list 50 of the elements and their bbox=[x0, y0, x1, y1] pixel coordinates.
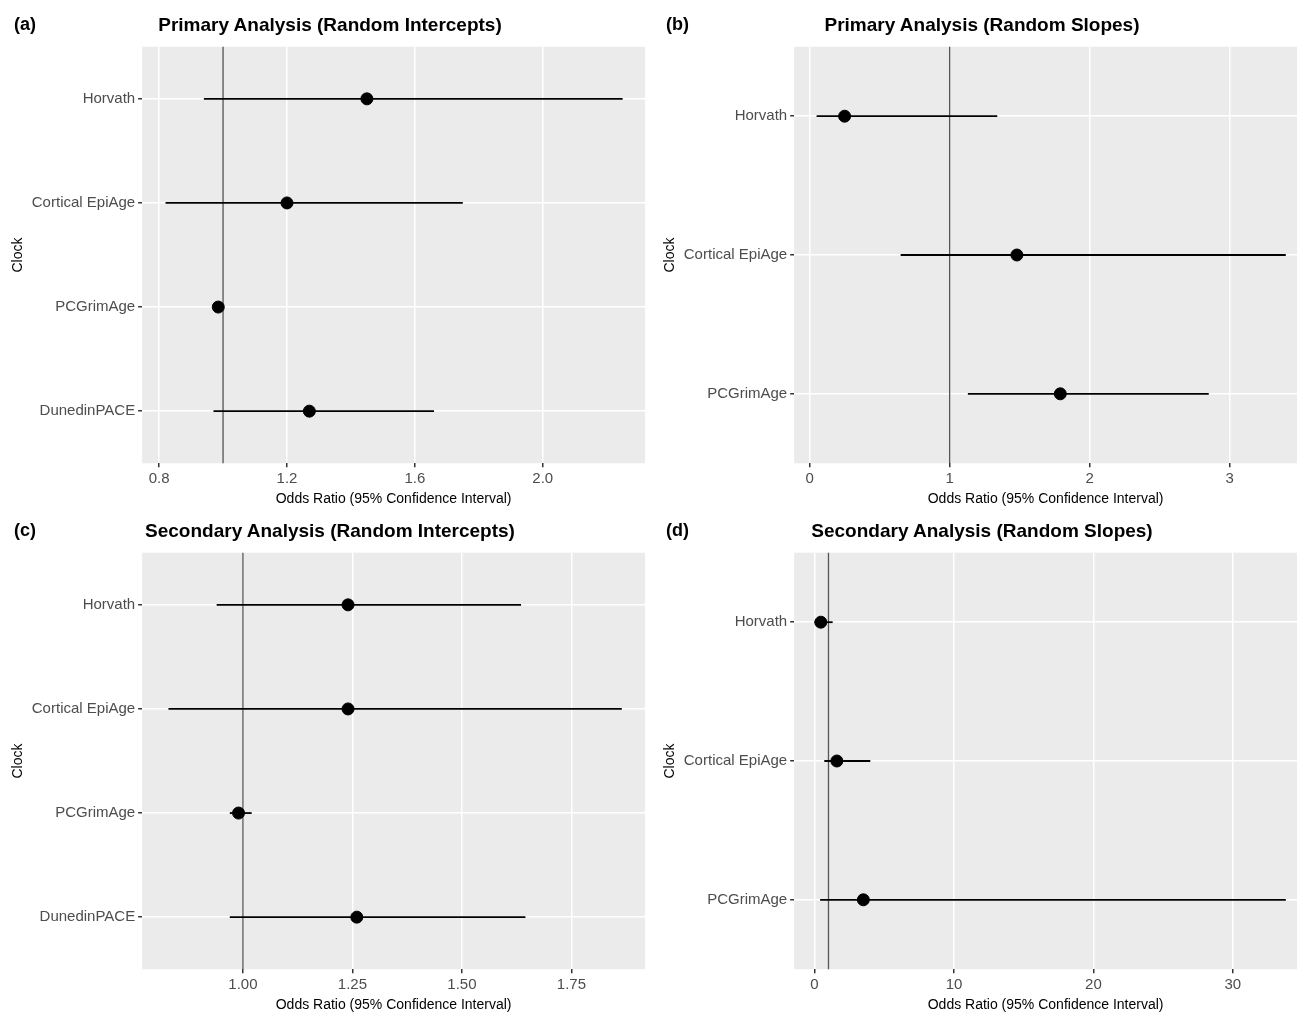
chart-title: Primary Analysis (Random Intercepts) bbox=[158, 13, 502, 35]
chart-title: Secondary Analysis (Random Slopes) bbox=[811, 519, 1153, 541]
x-tick-label: 1 bbox=[945, 469, 954, 487]
y-tick-label: Cortical EpiAge bbox=[31, 699, 136, 717]
text: (a) bbox=[14, 14, 36, 35]
point bbox=[360, 92, 374, 106]
x-tick-label: 0.8 bbox=[148, 469, 170, 487]
chart-title: Primary Analysis (Random Slopes) bbox=[824, 13, 1140, 35]
y-tick-label: DunedinPACE bbox=[39, 907, 136, 925]
text: (c) bbox=[14, 520, 36, 541]
y-tick-label: Horvath bbox=[82, 88, 136, 106]
y-tick-label: DunedinPACE bbox=[39, 401, 136, 419]
y-tick-label: PCGrimAge bbox=[55, 297, 136, 315]
x-tick-label: 2 bbox=[1085, 469, 1094, 487]
y-axis-title: Clock bbox=[9, 742, 26, 779]
x-tick-label: 1.25 bbox=[337, 975, 368, 993]
point bbox=[211, 300, 225, 314]
y-tick-label: PCGrimAge bbox=[55, 803, 136, 821]
y-tick-label: PCGrimAge bbox=[707, 889, 788, 907]
x-axis-title: Odds Ratio (95% Confidence Interval) bbox=[275, 996, 512, 1013]
x-tick-label: 1.75 bbox=[556, 975, 587, 993]
point bbox=[280, 196, 294, 210]
y-tick-label: Cortical EpiAge bbox=[31, 193, 136, 211]
y-tick-label: Horvath bbox=[734, 612, 788, 630]
y-tick-label: Horvath bbox=[82, 594, 136, 612]
x-tick-label: 0 bbox=[810, 975, 819, 993]
x-tick-label: 3 bbox=[1225, 469, 1234, 487]
x-tick-label: 1.6 bbox=[404, 469, 426, 487]
x-axis-title: Odds Ratio (95% Confidence Interval) bbox=[927, 490, 1164, 507]
y-tick-label: Horvath bbox=[734, 106, 788, 124]
chart-title: Secondary Analysis (Random Intercepts) bbox=[145, 519, 515, 541]
x-tick-label: 1.00 bbox=[228, 975, 258, 993]
x-tick-label: 30 bbox=[1224, 975, 1242, 993]
y-axis-title: Clock bbox=[661, 742, 678, 779]
x-tick-label: 2.0 bbox=[532, 469, 554, 487]
x-tick-label: 1.50 bbox=[447, 975, 477, 993]
x-tick-label: 0 bbox=[805, 469, 814, 487]
x-tick-label: 10 bbox=[945, 975, 963, 993]
y-tick-label: PCGrimAge bbox=[707, 383, 788, 401]
x-axis-title: Odds Ratio (95% Confidence Interval) bbox=[927, 996, 1164, 1013]
y-axis-title: Clock bbox=[661, 236, 678, 273]
x-tick-label: 20 bbox=[1085, 975, 1102, 993]
y-tick-label: Cortical EpiAge bbox=[683, 245, 788, 263]
x-tick-label: 1.2 bbox=[276, 469, 298, 487]
x-axis-title: Odds Ratio (95% Confidence Interval) bbox=[275, 490, 512, 507]
text: (d) bbox=[666, 520, 689, 541]
y-axis-title: Clock bbox=[9, 236, 26, 273]
text: (b) bbox=[666, 14, 689, 35]
y-tick-label: Cortical EpiAge bbox=[683, 751, 788, 769]
point bbox=[302, 404, 316, 418]
